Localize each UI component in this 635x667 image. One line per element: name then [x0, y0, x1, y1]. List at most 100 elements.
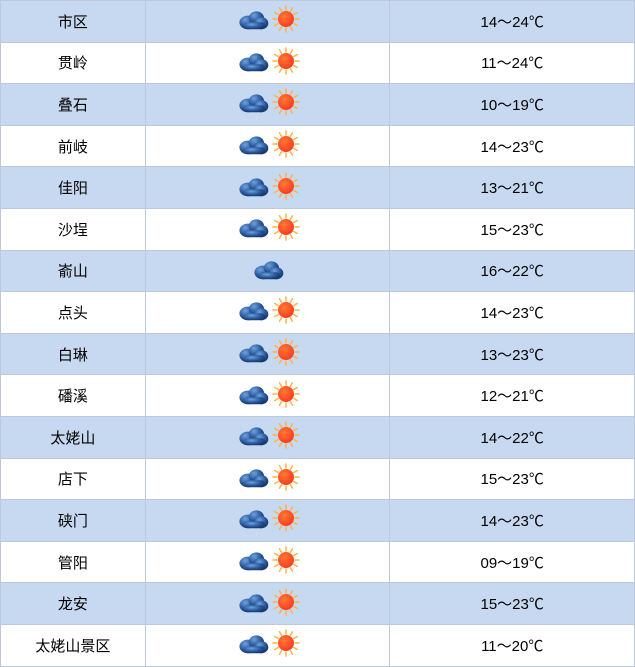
- weather-icon-cloud-sun: [236, 47, 300, 75]
- weather-icon-cell: [145, 42, 390, 84]
- table-row: 佳阳 13～21℃: [1, 167, 635, 209]
- weather-icon-cell: [145, 416, 390, 458]
- table-row: 店下 15～23℃: [1, 458, 635, 500]
- cloud-icon: [236, 629, 270, 657]
- temperature-range: 09～19℃: [390, 541, 635, 583]
- sun-icon: [272, 546, 300, 574]
- table-row: 龙安 15～23℃: [1, 583, 635, 625]
- cloud-icon: [236, 380, 270, 408]
- weather-icon-cloud-sun: [236, 629, 300, 657]
- cloud-icon: [236, 588, 270, 616]
- sun-icon: [272, 463, 300, 491]
- table-row: 贯岭 11～24℃: [1, 42, 635, 84]
- cloud-icon: [236, 5, 270, 33]
- sun-icon: [272, 380, 300, 408]
- sun-icon: [272, 338, 300, 366]
- location-name: 点头: [1, 292, 146, 334]
- table-row: 嵛山 16～22℃: [1, 250, 635, 292]
- table-row: 前岐 14～23℃: [1, 125, 635, 167]
- weather-icon-cloud-sun: [236, 421, 300, 449]
- sun-icon: [272, 421, 300, 449]
- location-name: 店下: [1, 458, 146, 500]
- weather-icon-cell: [145, 375, 390, 417]
- weather-icon-cell: [145, 458, 390, 500]
- temperature-range: 14～24℃: [390, 1, 635, 43]
- temperature-range: 14～23℃: [390, 292, 635, 334]
- table-row: 磻溪 12～21℃: [1, 375, 635, 417]
- weather-icon-cloud-sun: [236, 88, 300, 116]
- location-name: 白琳: [1, 333, 146, 375]
- temperature-range: 11～20℃: [390, 624, 635, 666]
- cloud-icon: [236, 213, 270, 241]
- cloud-icon: [236, 47, 270, 75]
- cloud-icon: [236, 130, 270, 158]
- weather-icon-cell: [145, 292, 390, 334]
- weather-icon-cell: [145, 624, 390, 666]
- weather-icon-cell: [145, 541, 390, 583]
- temperature-range: 15～23℃: [390, 458, 635, 500]
- sun-icon: [272, 5, 300, 33]
- table-row: 硖门 14～23℃: [1, 500, 635, 542]
- weather-icon-cloud-sun: [236, 5, 300, 33]
- temperature-range: 13～23℃: [390, 333, 635, 375]
- cloud-icon: [236, 88, 270, 116]
- temperature-range: 13～21℃: [390, 167, 635, 209]
- cloud-icon: [236, 421, 270, 449]
- weather-icon-cell: [145, 167, 390, 209]
- weather-icon-cell: [145, 250, 390, 292]
- weather-icon-cloud-sun: [236, 546, 300, 574]
- weather-icon-cloud-sun: [236, 380, 300, 408]
- location-name: 龙安: [1, 583, 146, 625]
- table-row: 叠石 10～19℃: [1, 84, 635, 126]
- location-name: 磻溪: [1, 375, 146, 417]
- table-row: 白琳 13～23℃: [1, 333, 635, 375]
- weather-icon-cell: [145, 500, 390, 542]
- cloud-icon: [251, 255, 285, 283]
- location-name: 沙埕: [1, 208, 146, 250]
- weather-icon-cloud-sun: [236, 130, 300, 158]
- temperature-range: 10～19℃: [390, 84, 635, 126]
- weather-icon-cloud-sun: [236, 504, 300, 532]
- sun-icon: [272, 588, 300, 616]
- weather-icon-cloud: [251, 255, 285, 283]
- cloud-icon: [236, 296, 270, 324]
- weather-icon-cloud-sun: [236, 296, 300, 324]
- sun-icon: [272, 504, 300, 532]
- table-row: 太姥山 14～22℃: [1, 416, 635, 458]
- location-name: 太姥山: [1, 416, 146, 458]
- weather-icon-cell: [145, 1, 390, 43]
- temperature-range: 14～22℃: [390, 416, 635, 458]
- weather-icon-cloud-sun: [236, 463, 300, 491]
- cloud-icon: [236, 172, 270, 200]
- sun-icon: [272, 172, 300, 200]
- sun-icon: [272, 47, 300, 75]
- temperature-range: 14～23℃: [390, 500, 635, 542]
- table-row: 管阳 09～19℃: [1, 541, 635, 583]
- sun-icon: [272, 213, 300, 241]
- cloud-icon: [236, 463, 270, 491]
- weather-table: 市区 14～24℃贯岭: [0, 0, 635, 667]
- cloud-icon: [236, 546, 270, 574]
- table-row: 市区 14～24℃: [1, 1, 635, 43]
- table-row: 沙埕 15～23℃: [1, 208, 635, 250]
- temperature-range: 15～23℃: [390, 583, 635, 625]
- location-name: 佳阳: [1, 167, 146, 209]
- temperature-range: 11～24℃: [390, 42, 635, 84]
- sun-icon: [272, 296, 300, 324]
- weather-icon-cell: [145, 125, 390, 167]
- weather-icon-cloud-sun: [236, 588, 300, 616]
- location-name: 市区: [1, 1, 146, 43]
- location-name: 太姥山景区: [1, 624, 146, 666]
- location-name: 贯岭: [1, 42, 146, 84]
- weather-icon-cell: [145, 333, 390, 375]
- weather-icon-cloud-sun: [236, 213, 300, 241]
- weather-icon-cell: [145, 208, 390, 250]
- temperature-range: 16～22℃: [390, 250, 635, 292]
- location-name: 管阳: [1, 541, 146, 583]
- cloud-icon: [236, 504, 270, 532]
- weather-icon-cell: [145, 583, 390, 625]
- location-name: 嵛山: [1, 250, 146, 292]
- table-row: 点头 14～23℃: [1, 292, 635, 334]
- sun-icon: [272, 130, 300, 158]
- temperature-range: 12～21℃: [390, 375, 635, 417]
